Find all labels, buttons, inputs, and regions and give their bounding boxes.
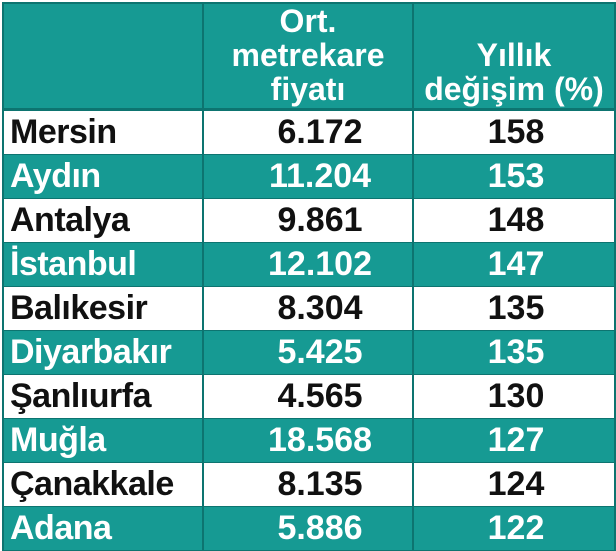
city-cell: Çanakkale xyxy=(2,462,204,507)
change-cell: 153 xyxy=(412,154,616,199)
city-cell: Diyarbakır xyxy=(2,330,204,375)
table-row: Balıkesir 8.304 135 xyxy=(2,286,616,331)
city-cell: Muğla xyxy=(2,418,204,463)
city-cell: İstanbul xyxy=(2,242,204,287)
city-cell: Aydın xyxy=(2,154,204,199)
table-row: Antalya 9.861 148 xyxy=(2,198,616,243)
header-row: Ort. metrekare fiyatı Yıllık değişim (%) xyxy=(2,2,616,111)
price-cell: 5.886 xyxy=(202,506,414,551)
price-cell: 18.568 xyxy=(202,418,414,463)
header-price-line1: Ort. metrekare xyxy=(231,3,385,73)
change-cell: 122 xyxy=(412,506,616,551)
price-cell: 8.135 xyxy=(202,462,414,507)
change-cell: 147 xyxy=(412,242,616,287)
table-row: İstanbul 12.102 147 xyxy=(2,242,616,287)
price-cell: 8.304 xyxy=(202,286,414,331)
price-cell: 11.204 xyxy=(202,154,414,199)
change-cell: 148 xyxy=(412,198,616,243)
header-change-line2: değişim (%) xyxy=(424,71,604,107)
city-cell: Antalya xyxy=(2,198,204,243)
table-row: Muğla 18.568 127 xyxy=(2,418,616,463)
header-price: Ort. metrekare fiyatı xyxy=(202,2,414,111)
header-change: Yıllık değişim (%) xyxy=(412,2,616,111)
header-price-line2: fiyatı xyxy=(270,71,346,107)
change-cell: 135 xyxy=(412,330,616,375)
table-row: Diyarbakır 5.425 135 xyxy=(2,330,616,375)
price-cell: 12.102 xyxy=(202,242,414,287)
change-cell: 127 xyxy=(412,418,616,463)
change-cell: 135 xyxy=(412,286,616,331)
table-row: Aydın 11.204 153 xyxy=(2,154,616,199)
table-row: Çanakkale 8.135 124 xyxy=(2,462,616,507)
price-cell: 9.861 xyxy=(202,198,414,243)
change-cell: 158 xyxy=(412,109,616,155)
header-change-line1: Yıllık xyxy=(476,37,552,73)
price-cell: 5.425 xyxy=(202,330,414,375)
change-cell: 124 xyxy=(412,462,616,507)
header-city xyxy=(2,2,203,111)
city-cell: Adana xyxy=(2,506,204,551)
price-cell: 6.172 xyxy=(202,109,414,155)
price-cell: 4.565 xyxy=(202,374,414,419)
city-cell: Mersin xyxy=(2,109,204,155)
change-cell: 130 xyxy=(412,374,616,419)
table-row: Şanlıurfa 4.565 130 xyxy=(2,374,616,419)
city-cell: Balıkesir xyxy=(2,286,204,331)
city-cell: Şanlıurfa xyxy=(2,374,204,419)
table-row: Mersin 6.172 158 xyxy=(2,109,616,155)
table-row: Adana 5.886 122 xyxy=(2,506,616,551)
table-body: Mersin 6.172 158 Aydın 11.204 153 Antaly… xyxy=(2,109,616,551)
